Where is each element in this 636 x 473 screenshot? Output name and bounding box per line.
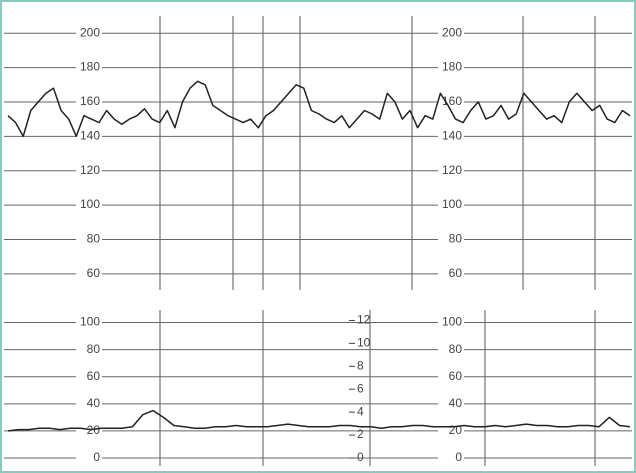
y-tick-label: 160 <box>80 94 100 108</box>
y2-tick-label: 6 <box>357 381 364 395</box>
y-tick-label: 120 <box>80 163 100 177</box>
y2-tick-label: 0 <box>357 450 364 464</box>
y-tick-label: 140 <box>442 128 462 142</box>
y-tick-label: 100 <box>80 315 100 329</box>
y-tick-label: 140 <box>80 128 100 142</box>
y-tick-label: 20 <box>449 423 463 437</box>
y-tick-label: 100 <box>80 197 100 211</box>
y2-tick-label: 4 <box>357 404 364 418</box>
y-tick-label: 60 <box>449 369 463 383</box>
y-tick-label: 80 <box>87 342 101 356</box>
y-tick-label: 60 <box>449 266 463 280</box>
y-tick-label: 100 <box>442 315 462 329</box>
y-tick-label: 60 <box>87 369 101 383</box>
y2-tick-label: 2 <box>357 427 364 441</box>
y-tick-label: 80 <box>449 342 463 356</box>
y-tick-label: 20 <box>87 423 101 437</box>
y-tick-label: 180 <box>442 60 462 74</box>
y-tick-label: 60 <box>87 266 101 280</box>
y2-tick-label: 12 <box>357 313 371 327</box>
y2-tick-label: 8 <box>357 358 364 372</box>
y-tick-label: 0 <box>455 450 462 464</box>
y2-tick-label: 10 <box>357 336 371 350</box>
y-tick-label: 40 <box>449 396 463 410</box>
ctg-strip: 6060808010010012012014014016016018018020… <box>0 0 636 473</box>
y-tick-label: 80 <box>87 232 101 246</box>
y-tick-label: 180 <box>80 60 100 74</box>
y-tick-label: 80 <box>449 232 463 246</box>
y-tick-label: 200 <box>442 25 462 39</box>
y-tick-label: 120 <box>442 163 462 177</box>
y-tick-label: 100 <box>442 197 462 211</box>
y-tick-label: 200 <box>80 25 100 39</box>
y-tick-label: 0 <box>93 450 100 464</box>
separator <box>4 291 632 309</box>
y-tick-label: 40 <box>87 396 101 410</box>
